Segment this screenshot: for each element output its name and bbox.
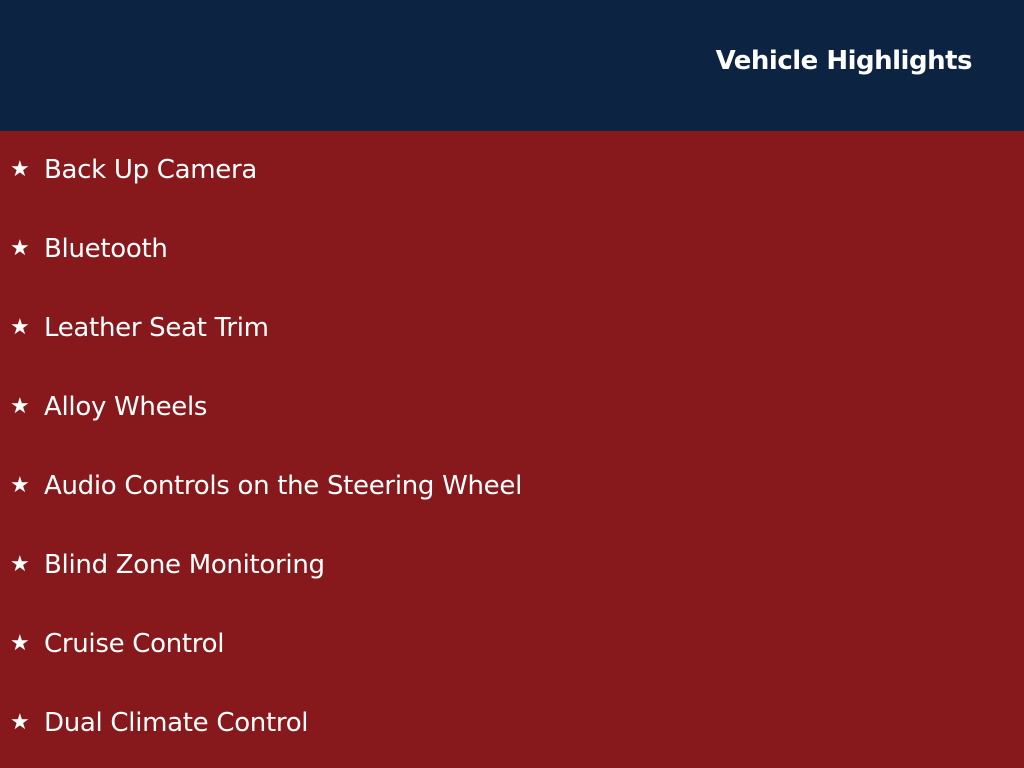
list-item: ★ Alloy Wheels xyxy=(0,367,1024,446)
highlight-label: Audio Controls on the Steering Wheel xyxy=(44,470,522,501)
star-icon: ★ xyxy=(10,157,30,182)
star-icon: ★ xyxy=(10,710,30,735)
highlight-label: Cruise Control xyxy=(44,628,225,659)
list-item: ★ Blind Zone Monitoring xyxy=(0,525,1024,604)
highlight-label: Leather Seat Trim xyxy=(44,312,269,343)
star-icon: ★ xyxy=(10,315,30,340)
highlight-label: Dual Climate Control xyxy=(44,707,309,738)
header: Vehicle Highlights xyxy=(0,0,1024,131)
list-item: ★ Bluetooth xyxy=(0,209,1024,288)
highlight-label: Blind Zone Monitoring xyxy=(44,549,325,580)
list-item: ★ Leather Seat Trim xyxy=(0,288,1024,367)
highlight-label: Alloy Wheels xyxy=(44,391,208,422)
star-icon: ★ xyxy=(10,552,30,577)
list-item: ★ Back Up Camera xyxy=(0,130,1024,209)
highlight-label: Bluetooth xyxy=(44,233,168,264)
highlights-list: ★ Back Up Camera ★ Bluetooth ★ Leather Seat T… xyxy=(0,131,1024,763)
star-icon: ★ xyxy=(10,394,30,419)
star-icon: ★ xyxy=(10,236,30,261)
list-item: ★ Cruise Control xyxy=(0,604,1024,683)
star-icon: ★ xyxy=(10,631,30,656)
highlight-label: Back Up Camera xyxy=(44,154,258,185)
page-title: Vehicle Highlights xyxy=(715,46,973,76)
list-item: ★ Dual Climate Control xyxy=(0,683,1024,762)
star-icon: ★ xyxy=(10,473,30,498)
list-item: ★ Audio Controls on the Steering Wheel xyxy=(0,446,1024,525)
